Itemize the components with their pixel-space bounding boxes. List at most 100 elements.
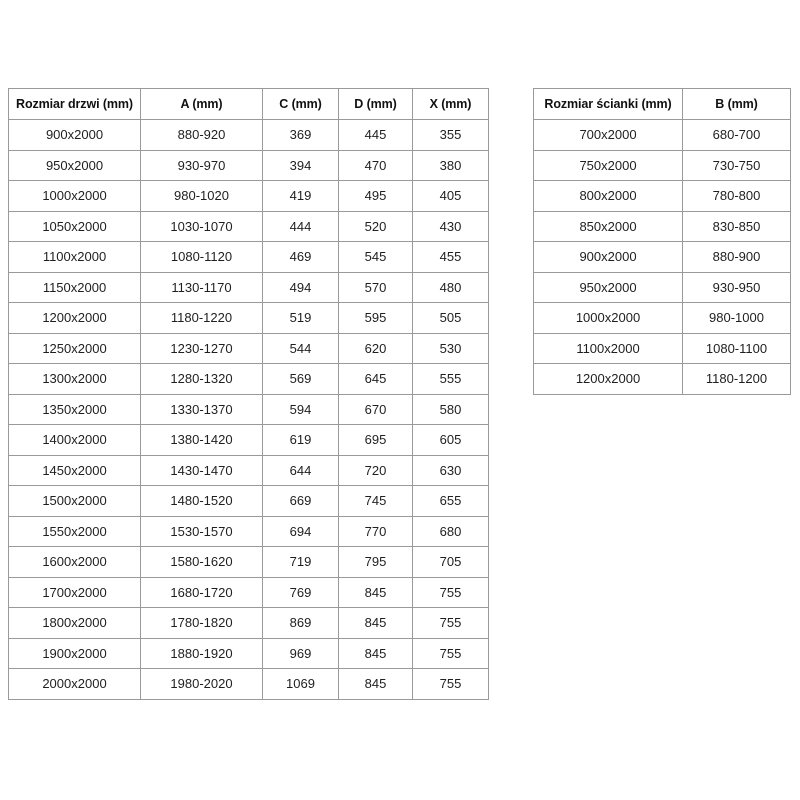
cell-c: 769 — [262, 576, 339, 608]
cell-c: 869 — [262, 607, 339, 639]
cell-door-size: 1400x2000 — [8, 424, 141, 456]
cell-b: 880-900 — [682, 241, 791, 273]
cell-x: 605 — [412, 424, 489, 456]
cell-a: 1780-1820 — [140, 607, 263, 639]
cell-d: 595 — [338, 302, 413, 334]
cell-x: 680 — [412, 515, 489, 547]
table-row: 1300x2000 1280-1320 569 645 555 — [8, 363, 489, 395]
cell-c: 669 — [262, 485, 339, 517]
cell-c: 619 — [262, 424, 339, 456]
cell-x: 755 — [412, 668, 489, 700]
table-row: 1500x2000 1480-1520 669 745 655 — [8, 485, 489, 517]
table-row: 1200x2000 1180-1220 519 595 505 — [8, 302, 489, 334]
cell-a: 1430-1470 — [140, 454, 263, 486]
cell-a: 1080-1120 — [140, 241, 263, 273]
cell-a: 1580-1620 — [140, 546, 263, 578]
cell-c: 519 — [262, 302, 339, 334]
door-size-specification-table: Rozmiar drzwi (mm) A (mm) C (mm) D (mm) … — [8, 88, 489, 700]
table-row: 1600x2000 1580-1620 719 795 705 — [8, 546, 489, 578]
cell-c: 644 — [262, 454, 339, 486]
cell-door-size: 1200x2000 — [8, 302, 141, 334]
cell-a: 1880-1920 — [140, 637, 263, 669]
table-row: 1050x2000 1030-1070 444 520 430 — [8, 210, 489, 242]
cell-x: 405 — [412, 180, 489, 212]
cell-d: 520 — [338, 210, 413, 242]
cell-door-size: 2000x2000 — [8, 668, 141, 700]
column-header-a: A (mm) — [140, 88, 263, 120]
table-row: 1100x2000 1080-1120 469 545 455 — [8, 241, 489, 273]
table-header-row: Rozmiar ścianki (mm) B (mm) — [533, 88, 791, 120]
cell-c: 719 — [262, 546, 339, 578]
cell-wall-size: 900x2000 — [533, 241, 683, 273]
cell-door-size: 1800x2000 — [8, 607, 141, 639]
cell-b: 780-800 — [682, 180, 791, 212]
table-row: 1250x2000 1230-1270 544 620 530 — [8, 332, 489, 364]
cell-c: 594 — [262, 393, 339, 425]
cell-d: 545 — [338, 241, 413, 273]
cell-d: 845 — [338, 576, 413, 608]
cell-d: 445 — [338, 119, 413, 151]
table-row: 2000x2000 1980-2020 1069 845 755 — [8, 668, 489, 700]
cell-a: 1030-1070 — [140, 210, 263, 242]
cell-door-size: 1500x2000 — [8, 485, 141, 517]
cell-c: 369 — [262, 119, 339, 151]
cell-d: 795 — [338, 546, 413, 578]
cell-a: 1130-1170 — [140, 271, 263, 303]
table-row: 900x2000 880-920 369 445 355 — [8, 119, 489, 151]
cell-door-size: 1900x2000 — [8, 637, 141, 669]
cell-door-size: 1100x2000 — [8, 241, 141, 273]
cell-b: 1080-1100 — [682, 332, 791, 364]
cell-x: 480 — [412, 271, 489, 303]
table-row: 900x2000 880-900 — [533, 241, 791, 273]
cell-a: 1180-1220 — [140, 302, 263, 334]
cell-x: 455 — [412, 241, 489, 273]
cell-wall-size: 1000x2000 — [533, 302, 683, 334]
table-row: 950x2000 930-970 394 470 380 — [8, 149, 489, 181]
cell-wall-size: 800x2000 — [533, 180, 683, 212]
cell-a: 1680-1720 — [140, 576, 263, 608]
column-header-b: B (mm) — [682, 88, 791, 120]
cell-wall-size: 950x2000 — [533, 271, 683, 303]
cell-door-size: 1150x2000 — [8, 271, 141, 303]
cell-d: 670 — [338, 393, 413, 425]
table-row: 1150x2000 1130-1170 494 570 480 — [8, 271, 489, 303]
cell-door-size: 900x2000 — [8, 119, 141, 151]
cell-b: 930-950 — [682, 271, 791, 303]
wall-panel-size-specification-table: Rozmiar ścianki (mm) B (mm) 700x2000 680-… — [533, 88, 791, 395]
cell-wall-size: 700x2000 — [533, 119, 683, 151]
cell-d: 845 — [338, 607, 413, 639]
table-row: 1800x2000 1780-1820 869 845 755 — [8, 607, 489, 639]
table-row: 1100x2000 1080-1100 — [533, 332, 791, 364]
cell-door-size: 1050x2000 — [8, 210, 141, 242]
cell-d: 645 — [338, 363, 413, 395]
cell-door-size: 1550x2000 — [8, 515, 141, 547]
cell-x: 380 — [412, 149, 489, 181]
cell-door-size: 1350x2000 — [8, 393, 141, 425]
cell-d: 770 — [338, 515, 413, 547]
table-row: 1900x2000 1880-1920 969 845 755 — [8, 637, 489, 669]
table-row: 1200x2000 1180-1200 — [533, 363, 791, 395]
cell-a: 1480-1520 — [140, 485, 263, 517]
cell-door-size: 1250x2000 — [8, 332, 141, 364]
cell-x: 430 — [412, 210, 489, 242]
table-row: 950x2000 930-950 — [533, 271, 791, 303]
cell-a: 1980-2020 — [140, 668, 263, 700]
table-row: 800x2000 780-800 — [533, 180, 791, 212]
table-row: 1550x2000 1530-1570 694 770 680 — [8, 515, 489, 547]
cell-wall-size: 1100x2000 — [533, 332, 683, 364]
wall-table-body: 700x2000 680-700 750x2000 730-750 800x2000 78… — [533, 119, 791, 395]
column-header-wall-size: Rozmiar ścianki (mm) — [533, 88, 683, 120]
cell-b: 1180-1200 — [682, 363, 791, 395]
column-header-door-size: Rozmiar drzwi (mm) — [8, 88, 141, 120]
column-header-d: D (mm) — [338, 88, 413, 120]
cell-a: 1230-1270 — [140, 332, 263, 364]
cell-x: 630 — [412, 454, 489, 486]
cell-x: 755 — [412, 607, 489, 639]
cell-a: 1380-1420 — [140, 424, 263, 456]
cell-c: 419 — [262, 180, 339, 212]
cell-d: 695 — [338, 424, 413, 456]
cell-a: 980-1020 — [140, 180, 263, 212]
cell-d: 470 — [338, 149, 413, 181]
table-row: 750x2000 730-750 — [533, 149, 791, 181]
